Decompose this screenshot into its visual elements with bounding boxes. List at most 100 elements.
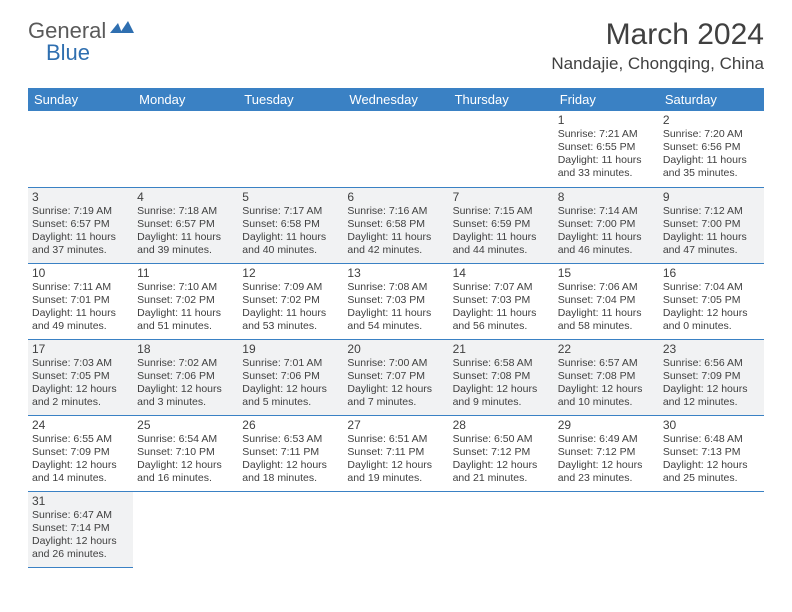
calendar-week-row: 1Sunrise: 7:21 AMSunset: 6:55 PMDaylight… xyxy=(28,111,764,187)
day-number: 2 xyxy=(663,113,760,127)
sunrise-text: Sunrise: 7:08 AM xyxy=(347,281,444,294)
calendar-cell xyxy=(554,491,659,567)
sunrise-text: Sunrise: 7:20 AM xyxy=(663,128,760,141)
sunset-text: Sunset: 6:55 PM xyxy=(558,141,655,154)
daylight-text: Daylight: 12 hours and 19 minutes. xyxy=(347,459,444,485)
day-number: 31 xyxy=(32,494,129,508)
sunrise-text: Sunrise: 7:02 AM xyxy=(137,357,234,370)
day-number: 12 xyxy=(242,266,339,280)
day-number: 15 xyxy=(558,266,655,280)
daylight-text: Daylight: 11 hours and 39 minutes. xyxy=(137,231,234,257)
title-block: March 2024 Nandajie, Chongqing, China xyxy=(551,18,764,74)
calendar-cell: 13Sunrise: 7:08 AMSunset: 7:03 PMDayligh… xyxy=(343,263,448,339)
sunrise-text: Sunrise: 7:01 AM xyxy=(242,357,339,370)
day-number: 27 xyxy=(347,418,444,432)
sunset-text: Sunset: 6:58 PM xyxy=(242,218,339,231)
daylight-text: Daylight: 12 hours and 2 minutes. xyxy=(32,383,129,409)
weekday-header-row: Sunday Monday Tuesday Wednesday Thursday… xyxy=(28,88,764,111)
calendar-cell: 9Sunrise: 7:12 AMSunset: 7:00 PMDaylight… xyxy=(659,187,764,263)
daylight-text: Daylight: 11 hours and 37 minutes. xyxy=(32,231,129,257)
sunrise-text: Sunrise: 7:15 AM xyxy=(453,205,550,218)
sunset-text: Sunset: 7:02 PM xyxy=(242,294,339,307)
sunrise-text: Sunrise: 7:21 AM xyxy=(558,128,655,141)
sunset-text: Sunset: 7:06 PM xyxy=(242,370,339,383)
sunrise-text: Sunrise: 6:51 AM xyxy=(347,433,444,446)
weekday-header: Friday xyxy=(554,88,659,111)
calendar-cell: 2Sunrise: 7:20 AMSunset: 6:56 PMDaylight… xyxy=(659,111,764,187)
calendar-cell: 4Sunrise: 7:18 AMSunset: 6:57 PMDaylight… xyxy=(133,187,238,263)
sunrise-text: Sunrise: 7:18 AM xyxy=(137,205,234,218)
day-number: 4 xyxy=(137,190,234,204)
sunrise-text: Sunrise: 7:11 AM xyxy=(32,281,129,294)
sunset-text: Sunset: 6:58 PM xyxy=(347,218,444,231)
daylight-text: Daylight: 11 hours and 46 minutes. xyxy=(558,231,655,257)
sunset-text: Sunset: 7:10 PM xyxy=(137,446,234,459)
logo-text-blue: Blue xyxy=(46,40,90,66)
day-number: 19 xyxy=(242,342,339,356)
sunrise-text: Sunrise: 7:12 AM xyxy=(663,205,760,218)
sunset-text: Sunset: 7:13 PM xyxy=(663,446,760,459)
sunset-text: Sunset: 7:00 PM xyxy=(558,218,655,231)
calendar-cell xyxy=(133,491,238,567)
day-number: 26 xyxy=(242,418,339,432)
daylight-text: Daylight: 11 hours and 47 minutes. xyxy=(663,231,760,257)
sunset-text: Sunset: 7:08 PM xyxy=(453,370,550,383)
calendar-cell: 19Sunrise: 7:01 AMSunset: 7:06 PMDayligh… xyxy=(238,339,343,415)
sunrise-text: Sunrise: 6:49 AM xyxy=(558,433,655,446)
sunrise-text: Sunrise: 6:54 AM xyxy=(137,433,234,446)
weekday-header: Thursday xyxy=(449,88,554,111)
calendar-cell: 17Sunrise: 7:03 AMSunset: 7:05 PMDayligh… xyxy=(28,339,133,415)
sunset-text: Sunset: 7:08 PM xyxy=(558,370,655,383)
sunset-text: Sunset: 7:05 PM xyxy=(32,370,129,383)
calendar-cell: 27Sunrise: 6:51 AMSunset: 7:11 PMDayligh… xyxy=(343,415,448,491)
day-number: 20 xyxy=(347,342,444,356)
calendar-cell: 26Sunrise: 6:53 AMSunset: 7:11 PMDayligh… xyxy=(238,415,343,491)
weekday-header: Saturday xyxy=(659,88,764,111)
daylight-text: Daylight: 11 hours and 49 minutes. xyxy=(32,307,129,333)
sunset-text: Sunset: 7:00 PM xyxy=(663,218,760,231)
calendar-cell: 23Sunrise: 6:56 AMSunset: 7:09 PMDayligh… xyxy=(659,339,764,415)
weekday-header: Wednesday xyxy=(343,88,448,111)
calendar-week-row: 24Sunrise: 6:55 AMSunset: 7:09 PMDayligh… xyxy=(28,415,764,491)
sunrise-text: Sunrise: 7:14 AM xyxy=(558,205,655,218)
sunset-text: Sunset: 7:02 PM xyxy=(137,294,234,307)
day-number: 7 xyxy=(453,190,550,204)
daylight-text: Daylight: 11 hours and 44 minutes. xyxy=(453,231,550,257)
sunset-text: Sunset: 7:12 PM xyxy=(453,446,550,459)
day-number: 30 xyxy=(663,418,760,432)
daylight-text: Daylight: 12 hours and 12 minutes. xyxy=(663,383,760,409)
sunrise-text: Sunrise: 6:57 AM xyxy=(558,357,655,370)
daylight-text: Daylight: 11 hours and 56 minutes. xyxy=(453,307,550,333)
sunset-text: Sunset: 7:12 PM xyxy=(558,446,655,459)
calendar-cell xyxy=(238,111,343,187)
sunset-text: Sunset: 6:57 PM xyxy=(137,218,234,231)
daylight-text: Daylight: 12 hours and 18 minutes. xyxy=(242,459,339,485)
logo-blue-row: Blue xyxy=(46,40,90,66)
calendar-week-row: 31Sunrise: 6:47 AMSunset: 7:14 PMDayligh… xyxy=(28,491,764,567)
sunrise-text: Sunrise: 6:47 AM xyxy=(32,509,129,522)
day-number: 6 xyxy=(347,190,444,204)
sunset-text: Sunset: 7:05 PM xyxy=(663,294,760,307)
calendar-cell xyxy=(343,111,448,187)
daylight-text: Daylight: 11 hours and 33 minutes. xyxy=(558,154,655,180)
daylight-text: Daylight: 12 hours and 5 minutes. xyxy=(242,383,339,409)
calendar-cell: 20Sunrise: 7:00 AMSunset: 7:07 PMDayligh… xyxy=(343,339,448,415)
logo-flag-icon xyxy=(110,19,136,44)
sunrise-text: Sunrise: 7:19 AM xyxy=(32,205,129,218)
sunrise-text: Sunrise: 7:16 AM xyxy=(347,205,444,218)
calendar-cell xyxy=(28,111,133,187)
daylight-text: Daylight: 12 hours and 16 minutes. xyxy=(137,459,234,485)
sunrise-text: Sunrise: 6:48 AM xyxy=(663,433,760,446)
calendar-cell: 1Sunrise: 7:21 AMSunset: 6:55 PMDaylight… xyxy=(554,111,659,187)
day-number: 8 xyxy=(558,190,655,204)
daylight-text: Daylight: 11 hours and 35 minutes. xyxy=(663,154,760,180)
sunset-text: Sunset: 7:03 PM xyxy=(347,294,444,307)
weekday-header: Sunday xyxy=(28,88,133,111)
sunset-text: Sunset: 7:03 PM xyxy=(453,294,550,307)
calendar-cell: 6Sunrise: 7:16 AMSunset: 6:58 PMDaylight… xyxy=(343,187,448,263)
daylight-text: Daylight: 12 hours and 14 minutes. xyxy=(32,459,129,485)
daylight-text: Daylight: 12 hours and 10 minutes. xyxy=(558,383,655,409)
calendar-cell: 7Sunrise: 7:15 AMSunset: 6:59 PMDaylight… xyxy=(449,187,554,263)
daylight-text: Daylight: 11 hours and 58 minutes. xyxy=(558,307,655,333)
sunrise-text: Sunrise: 7:07 AM xyxy=(453,281,550,294)
